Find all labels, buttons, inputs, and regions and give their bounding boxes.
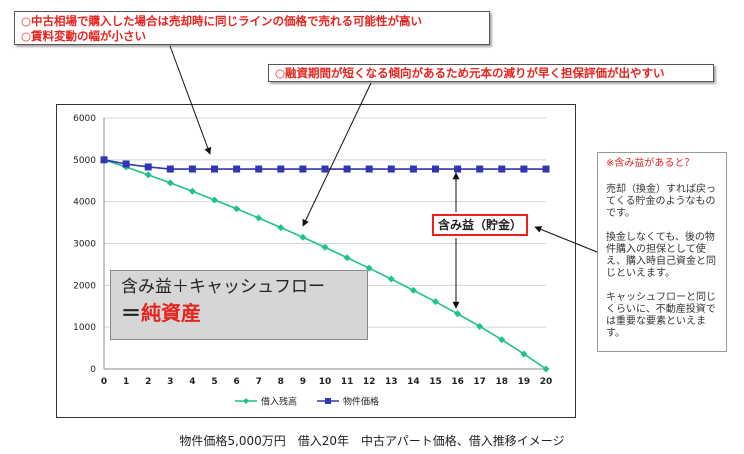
data-point-s0 (409, 286, 417, 294)
chart-caption: 物件価格5,000万円 借入20年 中古アパート価格、借入推移イメージ (179, 434, 565, 448)
legend-marker-0 (243, 398, 249, 404)
data-point-s1 (454, 165, 462, 173)
data-point-s0 (432, 298, 439, 306)
data-point-s1 (299, 165, 307, 173)
x-tick-label: 15 (429, 377, 442, 387)
net-assets-highlight: 純資産 (141, 301, 201, 325)
data-point-s1 (476, 165, 484, 173)
x-tick-label: 4 (189, 377, 195, 387)
net-assets-box: 含み益＋キャッシュフロー ＝純資産 (110, 270, 368, 340)
x-tick-label: 19 (518, 377, 531, 387)
side-note: ※含み益があると？ 売却（換金）すれば戻ってくる貯金のようなものです。 換金しな… (597, 152, 727, 352)
data-point-s0 (188, 187, 196, 195)
data-point-s0 (520, 350, 528, 358)
data-point-s0 (454, 310, 462, 318)
side-note-title: ※含み益があると？ (606, 158, 695, 169)
data-point-s1 (166, 165, 174, 173)
net-assets-equals: ＝ (121, 301, 141, 325)
data-point-s1 (233, 165, 241, 173)
data-point-s1 (321, 165, 329, 173)
data-point-s0 (498, 336, 506, 344)
data-point-s1 (277, 165, 285, 173)
y-tick-label: 2000 (73, 281, 96, 291)
side-note-para2: 換金しなくても、後の物件購入の担保として使え、購入時自己資金と同じといえます。 (606, 232, 716, 279)
data-point-s1 (387, 165, 395, 173)
y-tick-label: 1000 (73, 323, 96, 333)
data-point-s1 (211, 165, 218, 173)
data-point-s1 (100, 156, 108, 164)
x-tick-label: 0 (101, 377, 107, 387)
data-point-s1 (144, 163, 152, 171)
data-point-s0 (476, 322, 484, 330)
side-note-para1: 売却（換金）すれば戻ってくる貯金のようなものです。 (606, 184, 716, 219)
data-point-s0 (299, 233, 307, 241)
x-tick-label: 5 (211, 377, 217, 387)
data-point-s0 (542, 365, 550, 373)
net-assets-line2: ＝純資産 (121, 299, 357, 327)
x-tick-label: 8 (278, 377, 284, 387)
data-point-s1 (343, 165, 351, 173)
data-point-s0 (255, 214, 263, 222)
mid-callout-text: ○融資期間が短くなる傾向があるため元本の減りが早く担保評価が出やすい (275, 66, 665, 80)
data-point-s0 (343, 254, 351, 262)
x-tick-label: 6 (233, 377, 239, 387)
x-tick-label: 18 (496, 377, 509, 387)
data-point-s0 (233, 205, 241, 213)
x-tick-label: 11 (341, 377, 354, 387)
data-point-s0 (144, 171, 152, 179)
data-point-s1 (409, 165, 417, 173)
x-tick-label: 3 (167, 377, 173, 387)
y-tick-label: 5000 (73, 156, 96, 166)
x-tick-label: 16 (451, 377, 464, 387)
x-tick-label: 17 (473, 377, 486, 387)
x-tick-label: 12 (363, 377, 376, 387)
y-tick-label: 4000 (73, 198, 96, 208)
y-tick-label: 6000 (73, 114, 96, 124)
data-point-s0 (211, 196, 218, 204)
data-point-s1 (365, 165, 373, 173)
top-callout: ○中古相場で購入した場合は売却時に同じラインの価格で売れる可能性が高い ○賃料変… (14, 11, 490, 45)
data-point-s1 (542, 165, 550, 173)
data-point-s1 (432, 165, 439, 173)
data-point-s0 (166, 179, 174, 187)
x-tick-label: 13 (385, 377, 398, 387)
chart-frame: 0 1000 2000 3000 4000 5000 6000 0 1 2 3 4 5 6 7 8 9 10 11 1… (56, 104, 576, 418)
net-assets-line1: 含み益＋キャッシュフロー (121, 277, 325, 297)
y-tick-label: 3000 (73, 240, 96, 250)
x-tick-label: 14 (407, 377, 420, 387)
y-tick-label: 0 (90, 365, 96, 375)
legend-marker-1 (325, 398, 331, 404)
unrealized-gain-label: 含み益（貯金） (432, 214, 528, 236)
x-tick-label: 1 (123, 377, 129, 387)
x-tick-label: 2 (145, 377, 151, 387)
top-callout-line1: ○中古相場で購入した場合は売却時に同じラインの価格で売れる可能性が高い (21, 14, 423, 28)
data-point-s0 (365, 264, 373, 272)
x-tick-label: 9 (300, 377, 306, 387)
data-point-s0 (387, 275, 395, 283)
x-tick-label: 20 (540, 377, 553, 387)
data-point-s1 (122, 160, 130, 168)
data-point-s1 (188, 165, 196, 173)
data-point-s1 (498, 165, 506, 173)
legend-label-1: 物件価格 (343, 396, 379, 408)
legend-label-0: 借入残高 (261, 396, 297, 408)
mid-callout: ○融資期間が短くなる傾向があるため元本の減りが早く担保評価が出やすい (268, 64, 714, 82)
x-tick-label: 7 (256, 377, 262, 387)
data-point-s0 (321, 243, 329, 251)
data-point-s1 (255, 165, 263, 173)
x-tick-label: 10 (319, 377, 332, 387)
data-point-s0 (277, 224, 285, 232)
data-point-s1 (520, 165, 528, 173)
top-callout-line2: ○賃料変動の幅が小さい (21, 29, 147, 43)
side-note-para3: キャッシュフローと同じくらいに、不動産投資では重要な要素といえます。 (606, 292, 716, 339)
